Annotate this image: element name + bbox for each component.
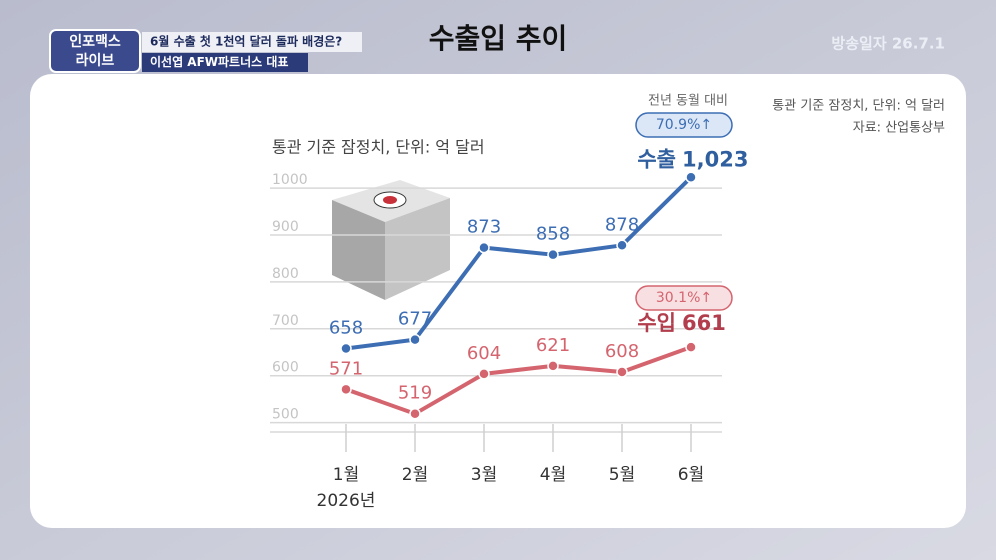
data-point — [685, 341, 697, 353]
x-tick-label: 1월 — [333, 465, 359, 485]
series-line — [345, 175, 693, 351]
data-label: 571 — [329, 358, 363, 379]
x-tick-label: 6월 — [678, 465, 704, 485]
data-point — [409, 333, 421, 346]
data-point — [340, 383, 352, 396]
logo-text: 인포맥스 — [69, 33, 121, 50]
x-year-label: 2026년 — [317, 491, 376, 511]
change-pill — [635, 112, 733, 138]
headline-box — [142, 32, 362, 52]
x-tick-label: 3월 — [471, 465, 497, 485]
last-value-label: 661 — [682, 311, 726, 335]
guest-box — [142, 53, 308, 72]
page-title: 수출입 추이 — [429, 22, 568, 55]
guest: 이선엽 AFW파트너스 대표 — [150, 54, 288, 69]
y-tick-label: 1000 — [272, 172, 308, 188]
change-label: 30.1%↑ — [656, 290, 712, 306]
y-tick-label: 800 — [272, 266, 299, 282]
data-label: 873 — [467, 217, 501, 238]
data-point — [547, 248, 559, 261]
data-label: 677 — [398, 309, 432, 330]
series-name: 수출 — [637, 147, 676, 171]
data-point — [409, 407, 421, 420]
data-point — [616, 366, 628, 378]
data-point — [616, 239, 628, 252]
y-tick-label: 500 — [272, 407, 299, 423]
data-point — [547, 360, 559, 372]
data-point — [478, 368, 490, 380]
series-line — [345, 345, 692, 416]
change-label: 70.9%↑ — [656, 117, 712, 133]
broadcast-date: 방송일자 26.7.1 — [831, 35, 945, 53]
x-tick-label: 4월 — [540, 465, 566, 485]
data-point — [478, 241, 490, 254]
change-pill — [635, 285, 733, 311]
x-tick-label: 5월 — [609, 465, 635, 485]
headline: 6월 수출 첫 1천억 달러 돌파 배경은? — [150, 34, 342, 49]
data-point — [340, 342, 352, 355]
data-label: 658 — [329, 318, 363, 339]
data-label: 608 — [605, 341, 639, 362]
chart-panel — [30, 74, 966, 528]
data-label: 604 — [467, 343, 501, 364]
last-value-label: 1,023 — [682, 147, 748, 171]
x-tick-label: 2월 — [402, 465, 428, 485]
y-tick-label: 900 — [272, 219, 299, 235]
data-point — [685, 171, 697, 184]
data-label: 519 — [398, 383, 432, 404]
y-tick-label: 700 — [272, 313, 299, 329]
container-illustration — [332, 180, 450, 300]
series-name: 수입 — [637, 311, 676, 335]
data-label: 878 — [605, 214, 639, 235]
chart-source: 자료: 산업통상부 — [853, 121, 945, 136]
logo-text: 라이브 — [76, 52, 115, 69]
logo-box — [49, 29, 141, 73]
yoy-label: 전년 동월 대비 — [648, 94, 728, 109]
chart-subtitle: 통관 기준 잠정치, 단위: 억 달러 — [272, 138, 485, 157]
data-label: 621 — [536, 335, 570, 356]
data-label: 858 — [536, 224, 570, 245]
y-tick-label: 600 — [272, 360, 299, 376]
chart-note: 통관 기준 잠정치, 단위: 억 달러 — [772, 99, 945, 114]
